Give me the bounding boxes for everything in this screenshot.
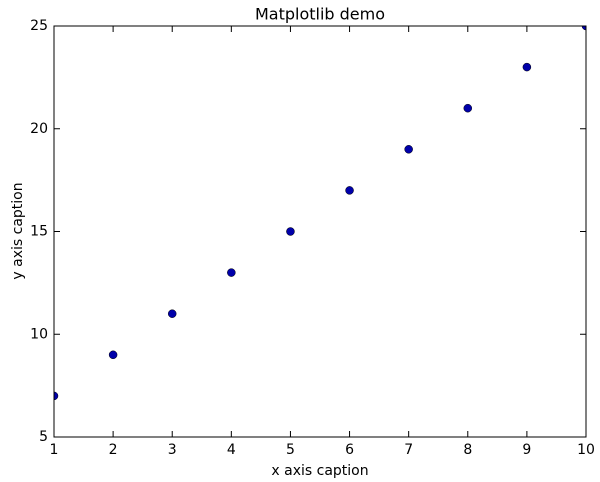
point — [581, 26, 586, 31]
plot-area — [54, 26, 586, 401]
chart-title: Matplotlib demo — [255, 5, 385, 24]
x-tick-label: 9 — [522, 442, 531, 458]
y-tick-label: 5 — [39, 429, 48, 445]
x-tick-label: 7 — [404, 442, 413, 458]
x-tick-label: 10 — [577, 442, 595, 458]
point — [227, 268, 236, 277]
y-tick-label: 15 — [30, 224, 48, 240]
point — [54, 391, 59, 401]
point — [108, 350, 118, 360]
x-tick-label: 1 — [50, 442, 59, 458]
x-tick-label: 6 — [345, 442, 354, 458]
y-axis-label: y axis caption — [10, 182, 26, 279]
point — [286, 227, 295, 236]
point — [404, 145, 413, 154]
x-tick-label: 2 — [109, 442, 118, 458]
point — [345, 186, 354, 195]
point — [167, 309, 177, 318]
x-tick-label: 5 — [286, 442, 295, 458]
point — [522, 62, 532, 72]
x-tick-label: 3 — [168, 442, 177, 458]
point — [463, 103, 473, 113]
y-tick-label: 10 — [30, 326, 48, 342]
y-tick-label: 25 — [30, 18, 48, 34]
x-axis-label: x axis caption — [271, 463, 368, 479]
x-tick-label: 4 — [227, 442, 236, 458]
y-tick-label: 20 — [30, 121, 48, 137]
x-tick-label: 8 — [463, 442, 472, 458]
